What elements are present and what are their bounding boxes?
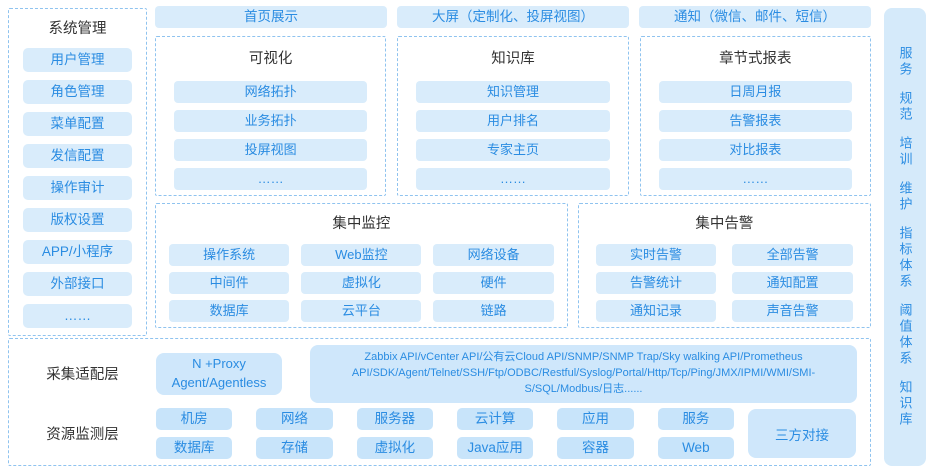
- node-expert-homepage: 专家主页: [416, 139, 610, 161]
- node-operating-system: 操作系统: [169, 244, 290, 266]
- node-web: Web: [657, 437, 734, 460]
- central-alarm-panel: 集中告警 实时告警 全部告警 告警统计 通知配置 通知记录 声音告警: [577, 203, 871, 328]
- node-daily-weekly-monthly-report: 日周月报: [658, 81, 852, 103]
- node-copyright-setting: 版权设置: [23, 208, 132, 232]
- node-database: 数据库: [169, 300, 290, 322]
- visualization-title: 可视化: [248, 51, 293, 67]
- resource-monitor-row: 资源监测层 机房 网络 服务器 云计算 应用 服务 数据库 存储 虚拟化 Jav…: [9, 408, 870, 460]
- node-cloud-computing: 云计算: [457, 408, 534, 431]
- node-big-screen: 大屏（定制化、投屏视图）: [397, 6, 629, 28]
- node-sound-alarm: 声音告警: [732, 300, 853, 322]
- node-user-management: 用户管理: [23, 48, 132, 72]
- node-screen-view: 投屏视图: [174, 139, 368, 161]
- node-middleware: 中间件: [169, 272, 290, 294]
- node-menu-config: 菜单配置: [23, 112, 132, 136]
- node-more-ellipsis: ……: [416, 168, 610, 190]
- feature-panels-row: 可视化 网络拓扑 业务拓扑 投屏视图 …… 知识库 知识管理 用户排名 专家主页…: [155, 36, 871, 196]
- central-alarm-grid: 实时告警 全部告警 告警统计 通知配置 通知记录 声音告警: [579, 235, 870, 322]
- system-management-panel: 系统管理 用户管理 角色管理 菜单配置 发信配置 操作审计 版权设置 APP/小…: [8, 8, 147, 336]
- node-notification: 通知（微信、邮件、短信）: [639, 6, 871, 28]
- node-alarm-report: 告警报表: [658, 110, 852, 132]
- top-feature-row: 首页展示 大屏（定制化、投屏视图） 通知（微信、邮件、短信）: [155, 6, 871, 28]
- node-more-ellipsis: ……: [23, 304, 132, 328]
- collection-resource-box: 采集适配层 N +Proxy Agent/Agentless Zabbix AP…: [8, 338, 871, 466]
- node-network-device: 网络设备: [433, 244, 554, 266]
- collection-adapter-label: 采集适配层: [46, 367, 119, 384]
- rail-threshold-system: 阈值体系: [897, 303, 913, 367]
- node-comparison-report: 对比报表: [658, 139, 852, 161]
- node-homepage-display: 首页展示: [155, 6, 387, 28]
- node-business-topology: 业务拓扑: [174, 110, 368, 132]
- central-alarm-title: 集中告警: [695, 216, 754, 232]
- node-application: 应用: [557, 408, 634, 431]
- node-user-ranking: 用户排名: [416, 110, 610, 132]
- node-operation-audit: 操作审计: [23, 176, 132, 200]
- resource-monitor-label: 资源监测层: [46, 427, 119, 444]
- node-container: 容器: [557, 437, 634, 460]
- system-management-title: 系统管理: [48, 21, 107, 37]
- rail-specification: 规范: [897, 91, 913, 123]
- node-all-alarms: 全部告警: [732, 244, 853, 266]
- node-notify-config: 通知配置: [732, 272, 853, 294]
- node-more-ellipsis: ……: [174, 168, 368, 190]
- central-monitoring-title: 集中监控: [332, 216, 391, 232]
- chapter-report-title: 章节式报表: [719, 51, 792, 67]
- rail-knowledge-base: 知识库: [897, 380, 913, 428]
- rail-service: 服务: [897, 46, 913, 78]
- rail-indicator-system: 指标体系: [897, 226, 913, 290]
- node-role-management: 角色管理: [23, 80, 132, 104]
- node-virtualization: 虚拟化: [356, 437, 433, 460]
- node-knowledge-management: 知识管理: [416, 81, 610, 103]
- node-api-protocol-list: Zabbix API/vCenter API/公有云Cloud API/SNMP…: [310, 344, 857, 403]
- node-java-app: Java应用: [457, 437, 534, 460]
- node-server: 服务器: [356, 408, 433, 431]
- node-third-party-integration: 三方对接: [748, 409, 856, 459]
- node-network: 网络: [256, 408, 333, 431]
- rail-maintenance: 维护: [897, 181, 913, 213]
- knowledge-base-title: 知识库: [491, 51, 535, 67]
- node-mail-config: 发信配置: [23, 144, 132, 168]
- node-cloud-platform: 云平台: [301, 300, 422, 322]
- node-notify-record: 通知记录: [595, 300, 717, 322]
- node-link: 链路: [433, 300, 554, 322]
- node-service: 服务: [657, 408, 734, 431]
- node-server-room: 机房: [156, 408, 233, 431]
- node-more-ellipsis: ……: [658, 168, 852, 190]
- node-web-monitoring: Web监控: [301, 244, 422, 266]
- resource-grid: 机房 网络 服务器 云计算 应用 服务 数据库 存储 虚拟化 Java应用 容器…: [156, 408, 734, 460]
- node-alarm-statistics: 告警统计: [595, 272, 717, 294]
- node-virtualization: 虚拟化: [301, 272, 422, 294]
- knowledge-base-panel: 知识库 知识管理 用户排名 专家主页 ……: [397, 36, 629, 196]
- node-network-topology: 网络拓扑: [174, 81, 368, 103]
- rail-training: 培训: [897, 136, 913, 168]
- node-realtime-alarm: 实时告警: [595, 244, 717, 266]
- central-monitoring-grid: 操作系统 Web监控 网络设备 中间件 虚拟化 硬件 数据库 云平台 链路: [156, 235, 567, 322]
- service-rail: 服务 规范 培训 维护 指标体系 阈值体系 知识库: [884, 8, 926, 466]
- visualization-panel: 可视化 网络拓扑 业务拓扑 投屏视图 ……: [155, 36, 387, 196]
- central-monitoring-panel: 集中监控 操作系统 Web监控 网络设备 中间件 虚拟化 硬件 数据库 云平台 …: [155, 203, 568, 328]
- monitor-alarm-row: 集中监控 操作系统 Web监控 网络设备 中间件 虚拟化 硬件 数据库 云平台 …: [155, 203, 871, 328]
- node-external-api: 外部接口: [23, 272, 132, 296]
- node-storage: 存储: [256, 437, 333, 460]
- chapter-report-panel: 章节式报表 日周月报 告警报表 对比报表 ……: [639, 36, 871, 196]
- collection-adapter-row: 采集适配层 N +Proxy Agent/Agentless Zabbix AP…: [9, 344, 870, 403]
- node-database: 数据库: [156, 437, 233, 460]
- node-proxy-agent: N +Proxy Agent/Agentless: [156, 352, 282, 395]
- node-hardware: 硬件: [433, 272, 554, 294]
- node-app-miniprogram: APP/小程序: [23, 240, 132, 264]
